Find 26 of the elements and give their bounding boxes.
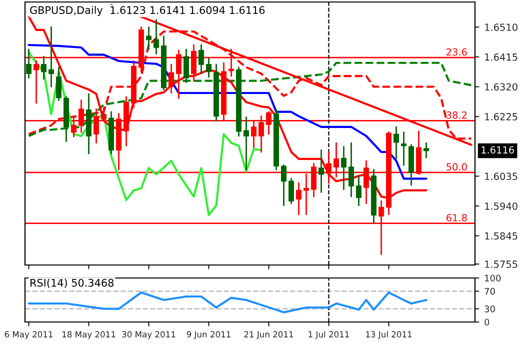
annotation: 61.8 [446,214,467,222]
annotation: 38.2 [446,111,467,119]
chart-title: RSI(14) 50.3468 [30,278,114,288]
text: 1.6116 [482,146,514,154]
y-tick-label: 30 [484,306,495,312]
y-tick-label: 1.6225 [485,113,518,120]
x-tick-label: 18 May 2011 [62,331,116,340]
y-tick-label: 1.5755 [485,260,518,268]
y-tick-label: 70 [484,288,495,295]
y-tick-label: 100 [485,274,501,282]
x-tick-label: 21 Jun 2011 [244,331,294,340]
x-tick-label: 6 May 2011 [4,331,52,340]
y-tick-label: 0 [484,318,490,326]
x-tick-label: 30 May 2011 [122,331,176,340]
y-tick-label: 1.5940 [485,202,518,210]
y-tick-label: 1.6035 [485,172,518,180]
x-tick-label: 1 Jul 2011 [308,331,349,340]
annotation: 50.0 [446,163,467,171]
chart-title: GBPUSD,Daily 1.6123 1.6141 1.6094 1.6116 [30,6,265,16]
x-tick-label: 13 Jul 2011 [366,331,412,340]
x-tick-label: 9 Jun 2011 [186,331,230,340]
y-tick-label: 1.5845 [485,232,518,240]
y-tick-label: 1.6415 [485,53,518,61]
annotation: 23.6 [446,48,467,56]
y-tick-label: 1.6320 [485,83,518,91]
y-tick-label: 1.6510 [485,24,518,31]
